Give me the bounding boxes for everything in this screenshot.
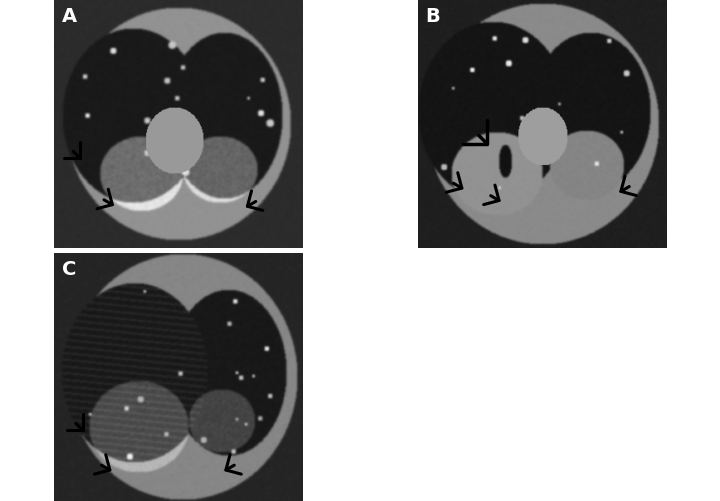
Text: A: A	[62, 8, 77, 27]
Text: C: C	[62, 261, 76, 280]
Text: B: B	[426, 8, 440, 27]
